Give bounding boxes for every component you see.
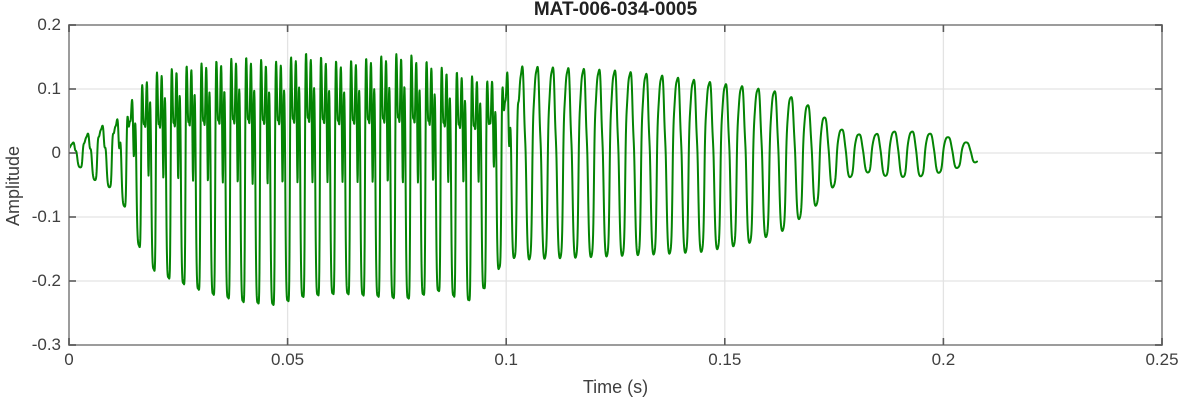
y-tick-label: -0.3 xyxy=(31,335,61,354)
waveform-trace xyxy=(69,53,979,307)
y-tick-label: 0.1 xyxy=(37,79,61,98)
x-tick-label: 0.05 xyxy=(271,350,305,369)
x-tick-label: 0.2 xyxy=(931,350,956,369)
x-tick-label: 0.15 xyxy=(708,350,742,369)
y-tick-label: -0.2 xyxy=(31,271,61,290)
tick-marks xyxy=(68,24,1163,346)
x-tick-label: 0 xyxy=(64,350,74,369)
y-axis-label: Amplitude xyxy=(3,145,23,227)
x-axis-label: Time (s) xyxy=(582,377,649,397)
y-tick-label: 0.2 xyxy=(37,15,61,34)
y-tick-label: 0 xyxy=(51,143,61,162)
axes-box xyxy=(68,24,1163,346)
x-tick-label: 0.25 xyxy=(1145,350,1179,369)
y-tick-label: -0.1 xyxy=(31,207,61,226)
chart-title: MAT-006-034-0005 xyxy=(533,0,698,20)
x-tick-label: 0.1 xyxy=(494,350,518,369)
